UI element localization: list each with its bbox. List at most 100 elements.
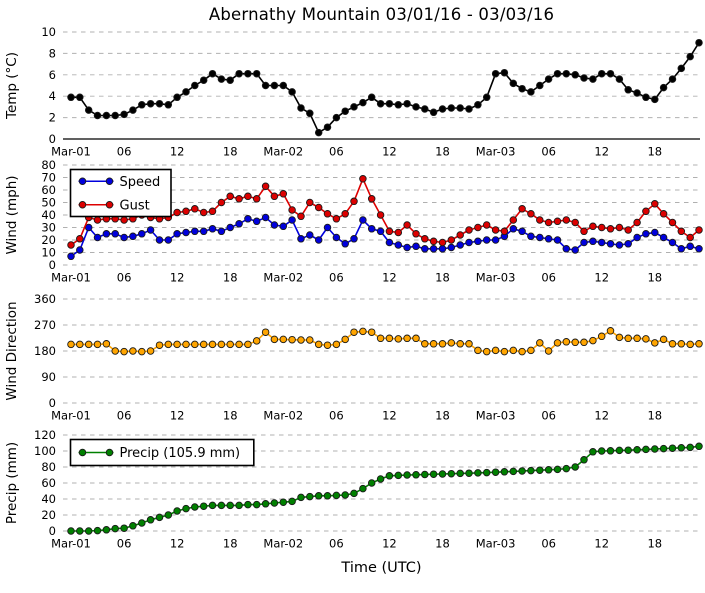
temp-point xyxy=(208,69,217,78)
direction-point xyxy=(412,334,420,343)
precip-point xyxy=(217,501,226,510)
speed-point xyxy=(173,230,181,238)
gust-point xyxy=(606,225,615,233)
precip-point xyxy=(394,471,403,480)
temp-point xyxy=(367,93,376,102)
precip-point xyxy=(306,492,314,501)
gust-point xyxy=(624,226,632,234)
gust-point xyxy=(580,227,588,236)
gust-point xyxy=(438,238,447,247)
speed-point xyxy=(412,242,420,251)
y-tick-label: 100 xyxy=(34,444,56,458)
legend-box xyxy=(69,168,172,218)
precip-point xyxy=(518,467,526,475)
x-tick-label: Mar-03 xyxy=(476,271,516,285)
precip-point xyxy=(252,500,261,509)
gust-point xyxy=(482,221,491,229)
direction-point xyxy=(385,334,394,343)
direction-point xyxy=(642,335,650,343)
speed-point xyxy=(562,245,571,253)
gust-point xyxy=(412,230,420,238)
precip-point xyxy=(677,444,686,452)
x-tick-label: 12 xyxy=(382,537,397,551)
gust-point xyxy=(544,218,553,227)
x-tick-label: Mar-01 xyxy=(51,409,91,423)
direction-point xyxy=(615,333,624,342)
speed-point xyxy=(129,232,137,241)
y-tick-label: 30 xyxy=(41,221,56,235)
speed-point xyxy=(447,243,456,252)
y-tick-label: 180 xyxy=(34,344,56,358)
temp-point xyxy=(279,81,288,90)
speed-point xyxy=(182,228,190,237)
temp-point xyxy=(306,109,314,118)
direction-point xyxy=(261,328,270,336)
speed-point xyxy=(686,242,694,251)
temp-point xyxy=(677,64,686,73)
temp-point xyxy=(429,108,438,117)
precip-point xyxy=(571,463,579,471)
speed-point xyxy=(323,223,332,232)
direction-point xyxy=(359,327,367,336)
precip-point xyxy=(544,466,553,474)
temp-point xyxy=(270,81,279,90)
speed-point xyxy=(482,236,491,244)
y-tick-label: 70 xyxy=(41,171,56,185)
direction-point xyxy=(482,347,491,356)
precip-point xyxy=(509,467,518,476)
precip-point xyxy=(199,502,208,510)
speed-point xyxy=(544,235,553,243)
direction-point xyxy=(686,340,694,349)
precip-point xyxy=(553,465,562,474)
x-tick-label: 12 xyxy=(382,271,397,285)
temp-point xyxy=(474,101,482,109)
direction-point xyxy=(182,340,190,349)
speed-point xyxy=(580,238,588,247)
precip-point xyxy=(297,493,305,502)
precip-point xyxy=(155,513,164,522)
temp-point xyxy=(84,106,93,114)
precip-point xyxy=(111,524,119,533)
y-tick-label: 120 xyxy=(34,428,56,442)
speed-point xyxy=(341,240,349,248)
x-tick-label: 12 xyxy=(594,145,609,159)
direction-point xyxy=(226,340,234,349)
precip-point xyxy=(138,519,146,527)
direction-point xyxy=(527,346,535,355)
direction-series-line xyxy=(71,329,700,353)
y-tick-label: 6 xyxy=(49,68,56,82)
x-tick-label: Mar-03 xyxy=(476,409,516,423)
temp-point xyxy=(553,69,562,78)
temp-point xyxy=(686,52,694,61)
direction-point xyxy=(244,340,252,349)
temp-point xyxy=(111,111,119,120)
temp-point xyxy=(164,101,173,109)
speed-point xyxy=(597,238,606,247)
speed-point xyxy=(244,215,252,223)
gust-point xyxy=(474,223,482,232)
temp-point xyxy=(465,105,473,113)
speed-point xyxy=(518,227,526,236)
speed-point xyxy=(76,246,84,254)
precip-point xyxy=(173,507,181,515)
speed-point xyxy=(84,223,93,232)
x-tick-label: 06 xyxy=(117,145,132,159)
direction-point xyxy=(164,340,173,349)
speed-point xyxy=(606,240,615,248)
gust-point xyxy=(261,182,270,191)
y-axis-label: Temp (°C) xyxy=(4,52,20,120)
speed-point xyxy=(111,230,119,238)
temp-point xyxy=(580,74,588,82)
precip-point xyxy=(332,491,341,500)
precip-panel-legend: Precip (105.9 mm) xyxy=(69,438,255,467)
gust-point xyxy=(491,226,500,234)
direction-point xyxy=(129,347,137,355)
temp-point xyxy=(615,75,624,83)
direction-point xyxy=(279,335,288,344)
figure-title: Abernathy Mountain 03/01/16 - 03/03/16 xyxy=(208,5,555,24)
gust-point xyxy=(199,208,208,217)
precip-point xyxy=(465,469,473,477)
direction-point xyxy=(438,340,447,348)
direction-point xyxy=(138,347,146,356)
temp-point xyxy=(518,84,526,93)
